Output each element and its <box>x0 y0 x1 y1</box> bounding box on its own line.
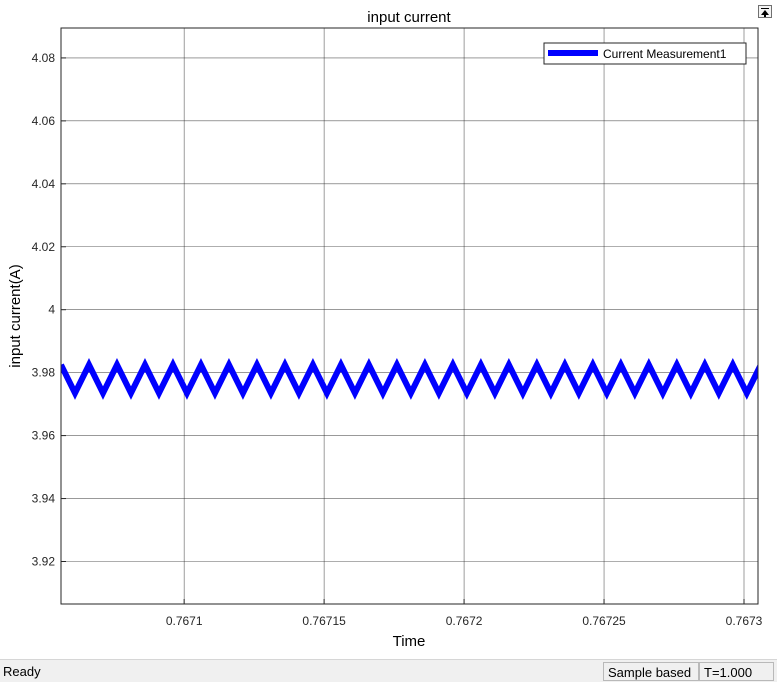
x-tick-label: 0.76715 <box>302 614 346 628</box>
legend-label: Current Measurement1 <box>603 47 727 61</box>
y-tick-label: 3.92 <box>32 555 56 569</box>
figure-area: input current 0.7671 0.76715 0.7672 0.76725… <box>0 0 777 659</box>
plot-area <box>61 28 758 604</box>
x-tick-label: 0.7673 <box>726 614 763 628</box>
status-text: Ready <box>3 664 41 679</box>
time-indicator: T=1.000 <box>699 662 774 681</box>
y-axis-title: input current(A) <box>7 264 24 367</box>
x-axis-title: Time <box>393 633 426 650</box>
status-bar: Ready Sample based T=1.000 <box>0 659 777 682</box>
sample-mode-indicator: Sample based <box>603 662 699 681</box>
series-layer <box>61 358 758 400</box>
x-tick-label: 0.7671 <box>166 614 203 628</box>
y-tick-label: 4.02 <box>32 240 56 254</box>
y-tick-label: 4 <box>48 303 55 317</box>
chart-title: input current <box>367 9 451 26</box>
plot-frame <box>60 27 759 605</box>
x-tick-label: 0.76725 <box>582 614 626 628</box>
y-tick-label: 3.94 <box>32 492 56 506</box>
y-tick-label: 4.06 <box>32 114 56 128</box>
y-tick-label: 3.98 <box>32 366 56 380</box>
series-line-current-measurement1 <box>61 358 758 400</box>
grid <box>61 28 758 604</box>
y-tick-label: 3.96 <box>32 429 56 443</box>
tick-labels: 0.7671 0.76715 0.7672 0.76725 0.7673 3.92 3.94… <box>32 51 763 628</box>
legend-box <box>543 42 747 65</box>
y-tick-label: 4.08 <box>32 51 56 65</box>
undock-icon[interactable] <box>758 5 772 18</box>
legend[interactable]: Current Measurement1 <box>543 42 747 65</box>
chart: input current 0.7671 0.76715 0.7672 0.76725… <box>7 9 763 650</box>
y-tick-label: 4.04 <box>32 177 56 191</box>
x-tick-label: 0.7672 <box>446 614 483 628</box>
